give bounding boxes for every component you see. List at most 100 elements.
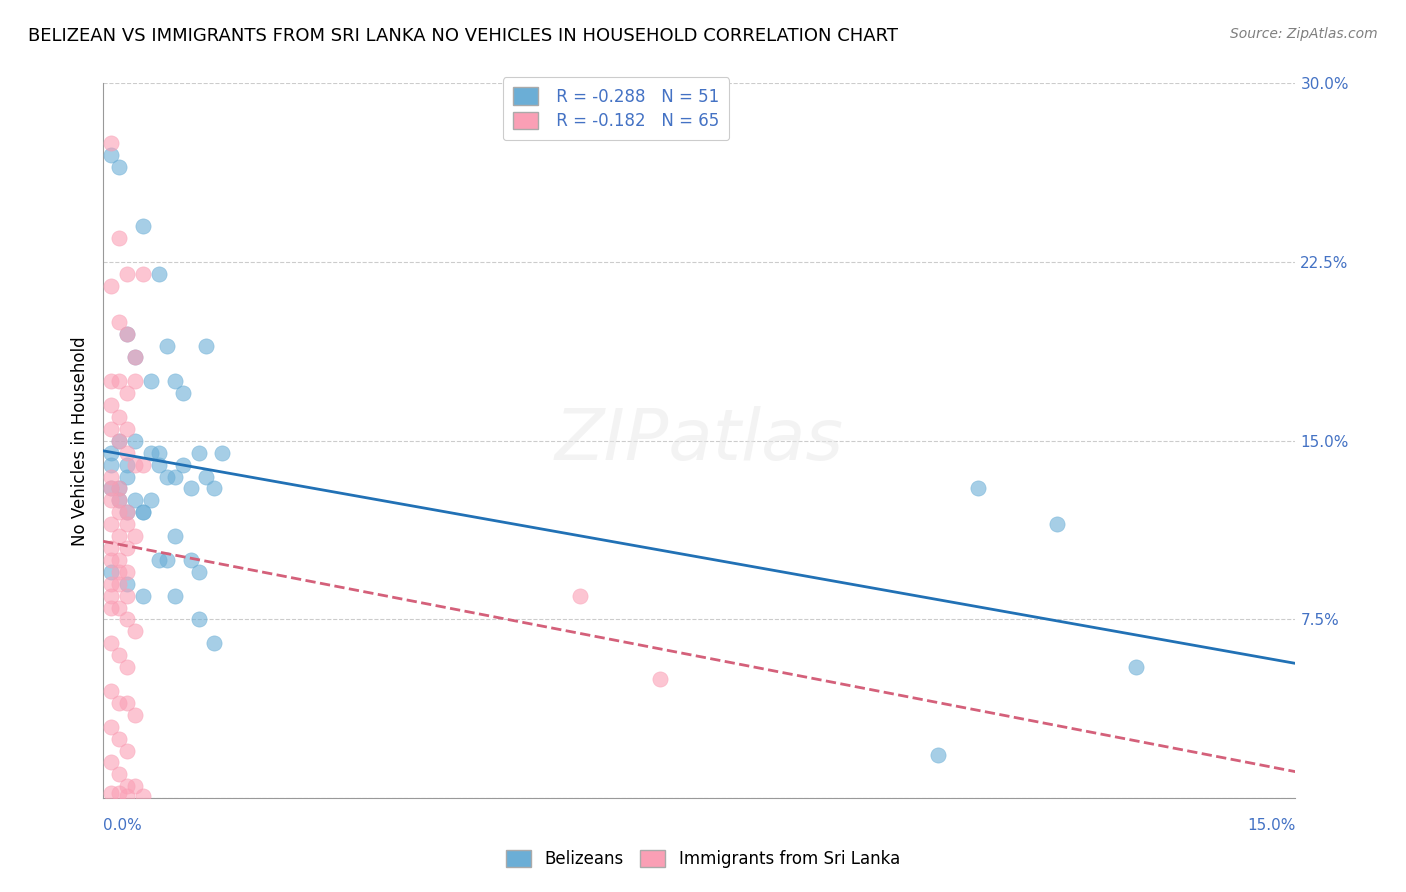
Point — [180, 482, 202, 496]
Point — [187, 612, 209, 626]
Point — [569, 589, 592, 603]
Point — [115, 267, 138, 281]
Point — [100, 720, 122, 734]
Point — [115, 589, 138, 603]
Text: 0.0%: 0.0% — [103, 818, 142, 833]
Point — [108, 731, 131, 746]
Point — [1046, 517, 1069, 532]
Point — [124, 351, 146, 365]
Point — [115, 422, 138, 436]
Point — [187, 565, 209, 579]
Point — [132, 789, 155, 803]
Point — [115, 505, 138, 519]
Point — [148, 446, 170, 460]
Legend: Belizeans, Immigrants from Sri Lanka: Belizeans, Immigrants from Sri Lanka — [499, 843, 907, 875]
Point — [100, 589, 122, 603]
Point — [100, 446, 122, 460]
Point — [115, 505, 138, 519]
Point — [163, 589, 186, 603]
Legend:  R = -0.288   N = 51,  R = -0.182   N = 65: R = -0.288 N = 51, R = -0.182 N = 65 — [502, 78, 730, 140]
Point — [100, 636, 122, 650]
Point — [100, 684, 122, 698]
Point — [108, 529, 131, 543]
Point — [115, 326, 138, 341]
Point — [115, 326, 138, 341]
Point — [100, 279, 122, 293]
Point — [100, 517, 122, 532]
Point — [148, 553, 170, 567]
Point — [648, 672, 671, 686]
Text: BELIZEAN VS IMMIGRANTS FROM SRI LANKA NO VEHICLES IN HOUSEHOLD CORRELATION CHART: BELIZEAN VS IMMIGRANTS FROM SRI LANKA NO… — [28, 27, 898, 45]
Point — [139, 446, 162, 460]
Point — [100, 422, 122, 436]
Point — [115, 469, 138, 483]
Point — [115, 565, 138, 579]
Point — [124, 434, 146, 448]
Point — [108, 576, 131, 591]
Point — [108, 374, 131, 388]
Point — [115, 446, 138, 460]
Point — [156, 338, 179, 352]
Point — [100, 148, 122, 162]
Point — [148, 458, 170, 472]
Text: ZIPatlas: ZIPatlas — [555, 406, 844, 475]
Point — [100, 458, 122, 472]
Point — [108, 315, 131, 329]
Point — [115, 576, 138, 591]
Point — [100, 482, 122, 496]
Point — [132, 458, 155, 472]
Point — [211, 446, 233, 460]
Point — [148, 267, 170, 281]
Point — [124, 707, 146, 722]
Point — [108, 482, 131, 496]
Text: 15.0%: 15.0% — [1247, 818, 1295, 833]
Point — [108, 482, 131, 496]
Point — [108, 600, 131, 615]
Point — [172, 458, 194, 472]
Point — [108, 231, 131, 245]
Point — [124, 374, 146, 388]
Point — [132, 267, 155, 281]
Point — [108, 565, 131, 579]
Point — [115, 743, 138, 757]
Point — [124, 351, 146, 365]
Point — [139, 493, 162, 508]
Point — [115, 386, 138, 401]
Point — [100, 398, 122, 412]
Point — [139, 374, 162, 388]
Point — [100, 541, 122, 555]
Point — [100, 136, 122, 150]
Point — [100, 553, 122, 567]
Point — [124, 779, 146, 793]
Point — [108, 493, 131, 508]
Point — [132, 505, 155, 519]
Point — [115, 779, 138, 793]
Point — [115, 458, 138, 472]
Point — [115, 612, 138, 626]
Point — [100, 786, 122, 800]
Point — [156, 553, 179, 567]
Point — [124, 458, 146, 472]
Point — [132, 589, 155, 603]
Point — [124, 493, 146, 508]
Point — [115, 660, 138, 674]
Point — [108, 493, 131, 508]
Point — [132, 505, 155, 519]
Point — [100, 482, 122, 496]
Point — [108, 786, 131, 800]
Point — [100, 493, 122, 508]
Text: Source: ZipAtlas.com: Source: ZipAtlas.com — [1230, 27, 1378, 41]
Point — [172, 386, 194, 401]
Point — [108, 553, 131, 567]
Point — [163, 529, 186, 543]
Point — [108, 409, 131, 424]
Point — [163, 374, 186, 388]
Point — [124, 624, 146, 639]
Point — [195, 338, 218, 352]
Point — [115, 541, 138, 555]
Point — [115, 789, 138, 803]
Point — [115, 696, 138, 710]
Point — [187, 446, 209, 460]
Point — [180, 553, 202, 567]
Point — [100, 576, 122, 591]
